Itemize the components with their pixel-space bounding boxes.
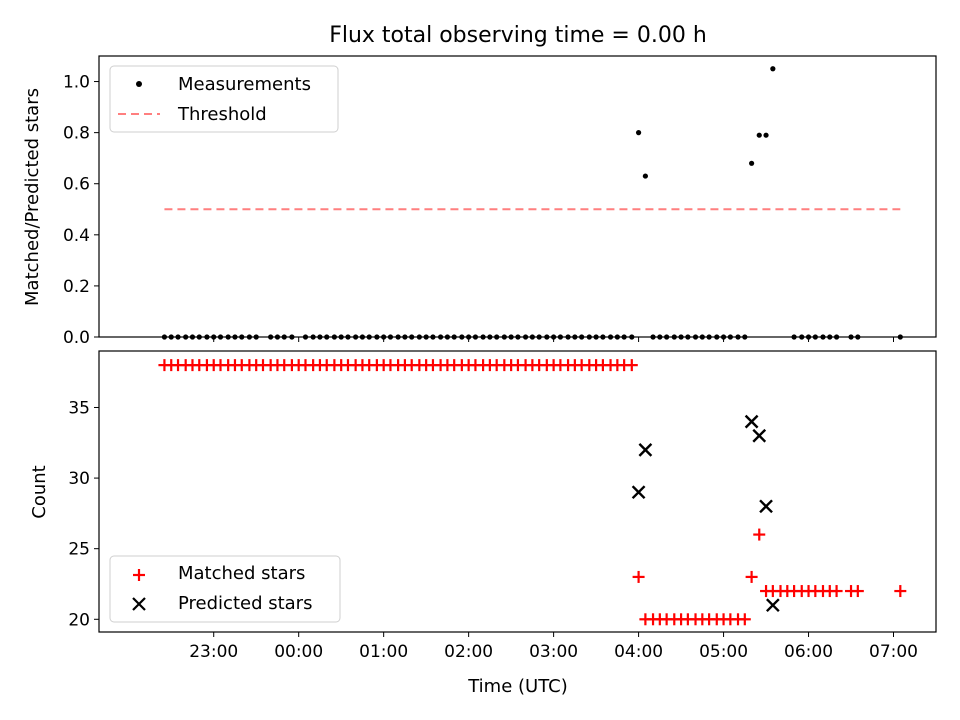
matched-star-point: [632, 570, 645, 583]
x-tick-label: 06:00: [784, 642, 833, 662]
predicted-star-point: [638, 442, 653, 457]
bottom-panel: 20 25 30 35 23:00 00:00 01:00 02:00 03:00 04:00 05…: [29, 350, 937, 697]
measurement-point: [763, 132, 769, 138]
top-y-tick-label: 0.2: [63, 277, 90, 297]
measurement-point: [749, 160, 755, 166]
matched-star-point: [851, 585, 864, 598]
legend-matched-label: Matched stars: [178, 563, 305, 584]
x-tick-label: 04:00: [614, 642, 663, 662]
x-tick-label: 03:00: [529, 642, 578, 662]
x-tick-label: 01:00: [359, 642, 408, 662]
x-axis-label: Time (UTC): [467, 676, 568, 697]
matched-star-point: [753, 528, 766, 541]
top-y-tick-label: 0.0: [63, 328, 90, 348]
legend-predicted-label: Predicted stars: [178, 593, 312, 614]
measurement-point: [770, 66, 776, 72]
predicted-star-point: [752, 428, 767, 443]
bottom-y-tick-label: 20: [68, 610, 90, 630]
measurement-point: [635, 130, 642, 136]
legend-matched-marker: [133, 569, 145, 581]
top-y-tick-label: 0.4: [63, 226, 90, 246]
matched-star-point: [625, 359, 638, 372]
bottom-y-tick-label: 35: [68, 398, 90, 418]
bottom-y-axis-label: Count: [29, 465, 50, 518]
top-y-tick-label: 0.6: [63, 175, 90, 195]
top-panel: 0.0 0.2 0.4 0.6 0.8 1.0 Matched/Predicted sta…: [22, 55, 937, 348]
matched-star-point: [830, 585, 843, 598]
bottom-plot-frame: [98, 350, 937, 633]
x-tick-label: 02:00: [444, 642, 493, 662]
measurement-point: [756, 132, 762, 138]
bottom-legend: Matched stars Predicted stars: [109, 555, 341, 623]
measurement-point: [642, 173, 648, 179]
predicted-star-point: [744, 414, 759, 429]
x-tick-label: 23:00: [189, 642, 238, 662]
matched-star-point: [738, 613, 751, 626]
top-y-tick-label: 1.0: [63, 73, 90, 93]
predicted-star-point: [766, 598, 780, 613]
predicted-star-point: [759, 499, 773, 514]
matched-star-point: [894, 585, 907, 598]
legend-predicted-marker: [132, 597, 146, 611]
top-legend: Measurements Threshold: [109, 65, 339, 133]
x-tick-label: 05:00: [699, 642, 748, 662]
legend-measurements-marker: [136, 81, 142, 87]
predicted-star-point: [631, 485, 646, 500]
x-tick-label: 07:00: [869, 642, 918, 662]
top-y-axis-label: Matched/Predicted stars: [22, 88, 43, 306]
legend-threshold-label: Threshold: [177, 104, 267, 125]
chart-title: Flux total observing time = 0.00 h: [329, 23, 707, 48]
x-tick-label: 00:00: [274, 642, 323, 662]
bottom-y-tick-label: 30: [68, 469, 90, 489]
top-plot-frame: [98, 55, 937, 338]
matched-star-point: [745, 570, 758, 583]
top-y-tick-label: 0.8: [63, 124, 90, 144]
legend-measurements-label: Measurements: [178, 74, 311, 95]
bottom-y-tick-label: 25: [68, 540, 90, 560]
